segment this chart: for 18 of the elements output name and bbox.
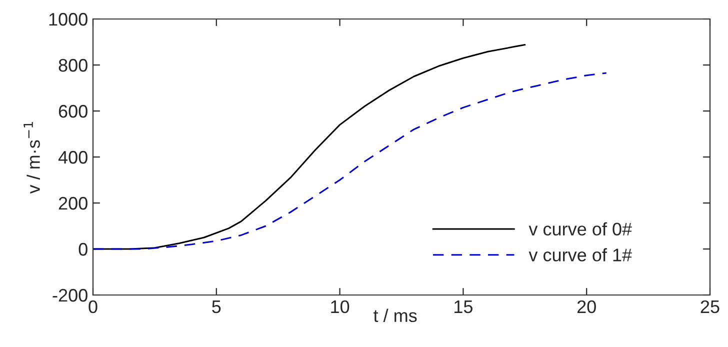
legend-label: v curve of 1# <box>528 248 632 262</box>
y-tick-label: 200 <box>58 196 88 210</box>
y-axis-title: v / m·s$^{−1}$ <box>24 122 40 194</box>
x-tick-label: 10 <box>331 300 350 314</box>
line-series <box>93 72 608 250</box>
y-tick-label: 0 <box>78 242 88 256</box>
x-axis-title: t / ms <box>374 308 417 322</box>
y-tick-label: 800 <box>58 58 88 72</box>
x-tick-label: 25 <box>700 300 720 314</box>
y-tick-label: 600 <box>58 104 88 118</box>
x-tick-label: 0 <box>88 300 98 314</box>
y-tick-label: 400 <box>58 150 88 164</box>
legend-label: v curve of 0# <box>528 222 632 236</box>
x-tick-label: 15 <box>454 300 472 314</box>
y-tick-label: -200 <box>52 288 88 302</box>
x-tick-label: 5 <box>212 300 221 314</box>
y-tick-label: 1000 <box>49 12 88 26</box>
x-tick-label: 20 <box>577 300 596 314</box>
